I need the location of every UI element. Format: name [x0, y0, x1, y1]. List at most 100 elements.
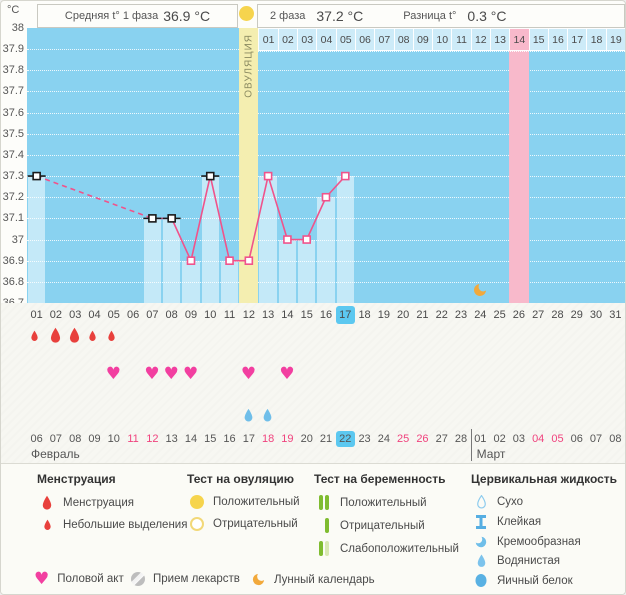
cycle-day-cell[interactable]: 10: [204, 309, 217, 321]
calendar-date-cell[interactable]: 19: [281, 433, 294, 445]
cycle-day-cell[interactable]: 03: [69, 309, 82, 321]
legend-item: Водянистая: [471, 554, 617, 568]
calendar-date-cell[interactable]: 23: [358, 433, 371, 445]
calendar-date-cell[interactable]: 16: [223, 433, 236, 445]
intercourse-heart-icon: ♥: [279, 366, 294, 383]
menstruation-drop-icon: [30, 330, 38, 341]
cycle-day-cell[interactable]: 07: [146, 309, 159, 321]
calendar-date-cell[interactable]: 08: [69, 433, 82, 445]
cycle-day-cell[interactable]: 21: [416, 309, 429, 321]
creamy-icon: [471, 535, 491, 549]
y-axis-tick: 37: [11, 233, 24, 246]
calendar-date-cell[interactable]: 11: [127, 433, 139, 445]
legend-item-label: Отрицательный: [340, 519, 425, 532]
calendar-date-cell[interactable]: 02: [493, 433, 506, 445]
cycle-day-cell[interactable]: 08: [165, 309, 178, 321]
calendar-date-cell[interactable]: 12: [146, 433, 159, 445]
cycle-day-cell[interactable]: 16: [319, 309, 333, 321]
intercourse-heart-icon: ♥: [182, 364, 199, 384]
grid-line: [27, 154, 625, 156]
temp-marker-day-8: [167, 214, 176, 223]
temp-marker-day-16: [321, 192, 331, 202]
y-axis-unit-label: °C: [7, 4, 20, 16]
cycle-day-cell[interactable]: 11: [223, 309, 236, 321]
cycle-day-cell[interactable]: 15: [300, 309, 313, 321]
predicted-period-column: [509, 28, 529, 303]
calendar-date-cell[interactable]: 14: [184, 433, 198, 445]
calendar-date-cell[interactable]: 28: [454, 433, 468, 445]
calendar-date-cell[interactable]: 18: [261, 433, 275, 445]
cycle-day-cell[interactable]: 06: [126, 309, 140, 321]
ovulation-day-icon: [239, 6, 254, 21]
phase2-stats: 2 фаза 37.2 °C Разница t° 0.3 °C: [257, 4, 625, 28]
calendar-date-cell[interactable]: 03: [512, 433, 526, 445]
calendar-date-cell[interactable]: 27: [435, 433, 448, 445]
calendar-date-cell[interactable]: 06: [30, 433, 43, 445]
calendar-date-cell[interactable]: 25: [397, 433, 410, 445]
cycle-day-cell[interactable]: 17: [335, 306, 355, 324]
cycle-day-cell[interactable]: 13: [261, 309, 275, 321]
y-axis-tick: 37.3: [2, 170, 24, 183]
calendar-date-cell[interactable]: 15: [204, 433, 217, 445]
calendar-date-cell[interactable]: 01: [474, 433, 487, 445]
calendar-date-cell[interactable]: 24: [377, 433, 390, 445]
calendar-date-cell[interactable]: 08: [609, 433, 622, 445]
calendar-date-cell[interactable]: 09: [88, 433, 101, 445]
calendar-date-cell[interactable]: 04: [532, 433, 545, 445]
cycle-day-cell[interactable]: 18: [358, 309, 371, 321]
calendar-date-cell[interactable]: 07: [589, 433, 603, 445]
legend-item: Яичный белок: [471, 573, 617, 588]
calendar-date-cell[interactable]: 13: [165, 433, 178, 445]
month-divider: [470, 429, 472, 461]
cycle-day-cell[interactable]: 31: [609, 309, 622, 321]
legend-item-label: Положительный: [340, 496, 427, 509]
heart-icon: ♥: [34, 569, 50, 589]
menstruation-drop-icon: [50, 327, 60, 343]
cycle-day-cell[interactable]: 09: [184, 309, 198, 321]
calendar-date-cell[interactable]: 17: [242, 433, 255, 445]
temp-bar: [259, 176, 277, 303]
cycle-day-cell[interactable]: 27: [532, 309, 545, 321]
y-axis-tick: 36.9: [2, 254, 24, 267]
cycle-day-cell[interactable]: 12: [242, 309, 255, 321]
drop-big-icon: [37, 495, 57, 511]
calendar-date-cell[interactable]: 10: [107, 433, 120, 445]
calendar-date-cell[interactable]: 06: [570, 433, 583, 445]
cycle-day-cell[interactable]: 19: [377, 309, 390, 321]
cycle-day-cell[interactable]: 04: [88, 309, 101, 321]
calendar-date-cell[interactable]: 26: [416, 433, 429, 445]
legend-group-title: Менструация: [37, 472, 116, 486]
cycle-day-cell[interactable]: 22: [435, 309, 448, 321]
ovulation-column: ОВУЛЯЦИЯ: [239, 28, 259, 303]
cycle-day-cell[interactable]: 01: [30, 309, 43, 321]
calendar-date-cell[interactable]: 05: [551, 433, 564, 445]
phase2-average-value: 37.2 °C: [316, 8, 364, 24]
legend-footer-item: Лунный календарь: [251, 572, 375, 587]
cycle-day-cell[interactable]: 30: [589, 309, 603, 321]
calendar-date-cell[interactable]: 21: [319, 433, 333, 445]
cycle-day-cell[interactable]: 28: [551, 309, 564, 321]
cycle-day-cell[interactable]: 05: [107, 309, 120, 321]
cycle-day-cell[interactable]: 29: [570, 309, 583, 321]
intercourse-heart-icon: ♥: [144, 366, 159, 383]
cycle-day-cell[interactable]: 23: [454, 309, 468, 321]
cycle-day-cell[interactable]: 14: [281, 309, 294, 321]
legend-item-label: Половой акт: [57, 573, 124, 585]
temp-marker-day-1: [32, 171, 41, 181]
intercourse-heart-icon: ♥: [182, 364, 199, 384]
cycle-day-cell[interactable]: 26: [512, 309, 526, 321]
second-phase-day-cell: 19: [605, 28, 625, 51]
legend-item: Отрицательный: [314, 518, 459, 533]
cycle-day-cell[interactable]: 02: [49, 309, 63, 321]
legend-item-label: Прием лекарств: [153, 573, 240, 585]
cycle-day-cell[interactable]: 25: [493, 309, 506, 321]
menstruation-drop-icon: [30, 330, 39, 342]
calendar-date-cell[interactable]: 07: [49, 433, 63, 445]
calendar-date-cell[interactable]: 20: [300, 433, 313, 445]
cycle-day-cell[interactable]: 20: [397, 309, 410, 321]
intercourse-heart-icon: ♥: [106, 366, 121, 383]
calendar-date-cell[interactable]: 22: [335, 431, 355, 447]
cycle-day-cell[interactable]: 24: [474, 309, 487, 321]
second-phase-row-underline: [258, 51, 625, 52]
pill-icon: [131, 572, 145, 586]
